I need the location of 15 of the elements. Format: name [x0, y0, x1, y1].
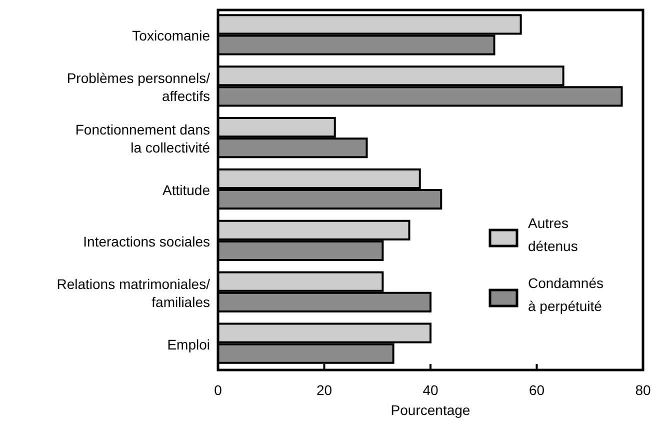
y-tick-label: Interactions sociales [83, 233, 210, 250]
x-tick-label: 0 [214, 382, 222, 398]
y-tick-label: Relations matrimoniales/ familiales [56, 276, 210, 310]
x-tick-label: 20 [316, 382, 332, 398]
x-tick-label: 40 [422, 382, 438, 398]
legend-label: Autres détenus [528, 215, 578, 254]
y-tick-label: Toxicomanie [132, 28, 210, 44]
y-tick-label: Fonctionnement dans la collectivité [75, 122, 210, 156]
y-tick-label: Attitude [162, 182, 210, 198]
y-tick-label: Problèmes personnels/ affectifs [66, 70, 210, 104]
x-axis-title: Pourcentage [390, 402, 470, 418]
x-tick-label: 80 [635, 382, 651, 398]
x-tick-label: 60 [528, 382, 545, 398]
y-tick-label: Emploi [167, 336, 210, 352]
legend-label: Condamnés à perpétuité [528, 275, 604, 314]
